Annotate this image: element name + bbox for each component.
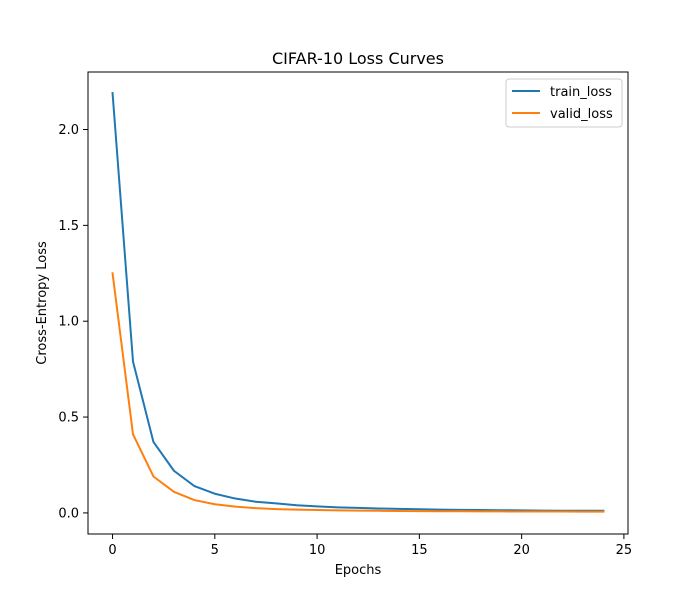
y-axis-label: Cross-Entropy Loss — [35, 241, 50, 365]
x-tick-label: 0 — [108, 543, 116, 558]
legend-label-valid-loss: valid_loss — [550, 107, 613, 122]
plot-frame — [87, 71, 629, 535]
y-tick-label: 0.5 — [58, 411, 79, 426]
x-axis-ticks: 0 5 10 15 20 25 — [108, 534, 632, 558]
x-axis-label: Epochs — [335, 563, 382, 578]
chart-title: CIFAR-10 Loss Curves — [272, 49, 444, 68]
y-tick-label: 1.5 — [58, 219, 79, 234]
plot-area — [111, 92, 605, 513]
series-line-train-loss — [111, 92, 605, 512]
y-tick-label: 1.0 — [58, 315, 79, 330]
x-tick-label: 15 — [411, 543, 428, 558]
legend-label-train-loss: train_loss — [550, 85, 612, 100]
x-tick-label: 5 — [211, 543, 219, 558]
y-axis-ticks: 0.0 0.5 1.0 1.5 2.0 — [58, 123, 88, 521]
y-tick-label: 0.0 — [58, 506, 79, 521]
y-tick-label: 2.0 — [58, 123, 79, 138]
x-tick-label: 10 — [309, 543, 326, 558]
legend: train_loss valid_loss — [505, 78, 623, 128]
x-tick-label: 25 — [616, 543, 633, 558]
x-tick-label: 20 — [513, 543, 530, 558]
series-line-valid-loss — [111, 272, 605, 513]
